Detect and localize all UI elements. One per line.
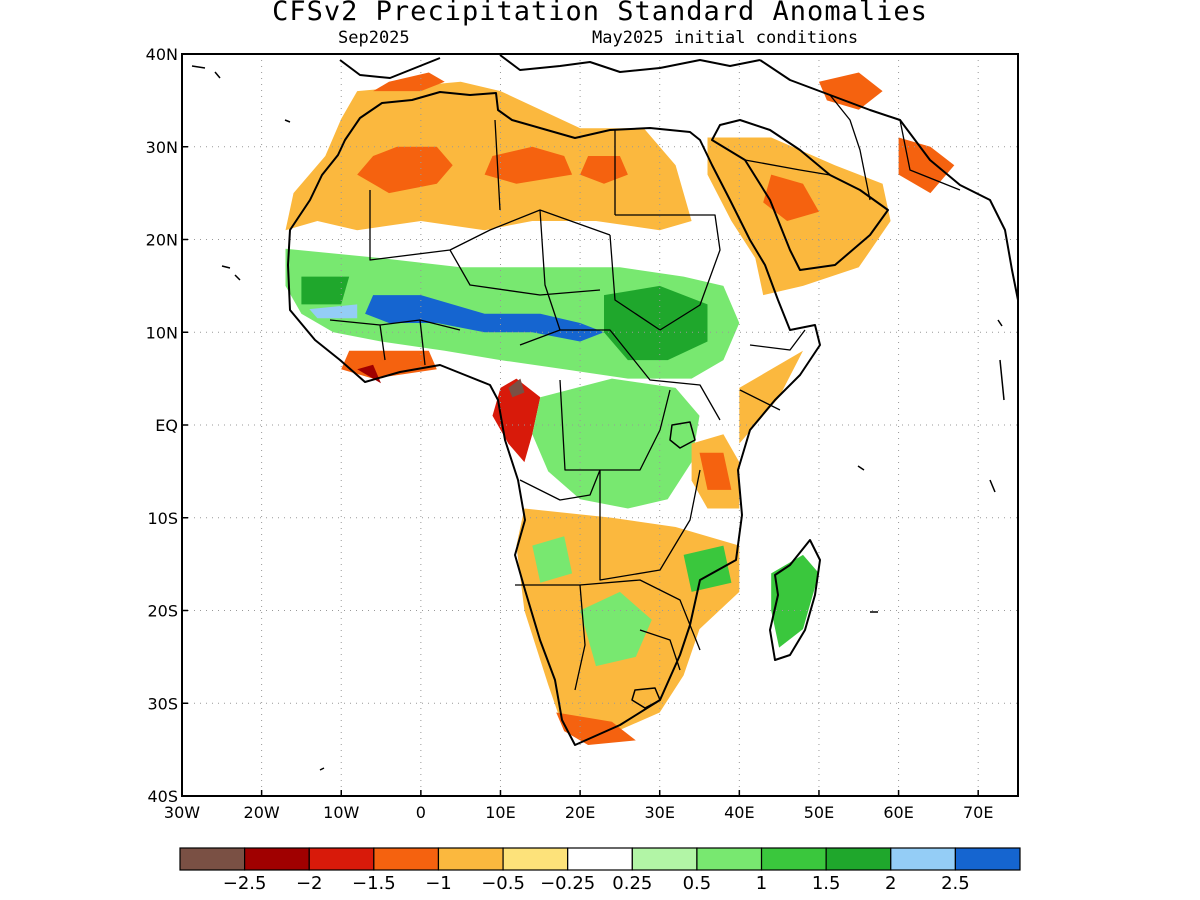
colorbar-swatch <box>890 847 956 871</box>
lesotho-outline <box>631 687 661 709</box>
colorbar-swatch <box>437 847 504 871</box>
x-tick-label: 70E <box>963 803 993 822</box>
forecast-month-label: Sep2025 <box>338 28 410 48</box>
colorbar-swatch <box>502 847 569 871</box>
anomaly-region <box>484 146 573 184</box>
colorbar-label: −2 <box>296 873 323 894</box>
anomaly-region <box>699 452 732 490</box>
y-tick-label: 10S <box>147 509 178 528</box>
anomaly-region <box>532 536 573 583</box>
map-title: CFSv2 Precipitation Standard Anomalies <box>272 0 928 27</box>
arabia-coastline <box>711 119 889 271</box>
colorbar-label: −0.5 <box>481 873 525 894</box>
anomaly-region <box>604 285 708 361</box>
africa-coastline <box>287 91 821 746</box>
x-tick-label: 0 <box>416 803 426 822</box>
coastlines-and-borders <box>191 54 1018 771</box>
anomaly-region <box>898 137 955 194</box>
madagascar-coastline <box>769 539 821 661</box>
colorbar: −2.5 −2 −1.5 −1 −0.5 −0.25 0.25 0.5 1 1.5 2 2.5 <box>179 847 1021 894</box>
y-tick-label: 40N <box>146 45 178 64</box>
colorbar-label: 1.5 <box>812 873 841 894</box>
colorbar-label: 0.25 <box>612 873 652 894</box>
colorbar-swatch <box>631 847 698 871</box>
anomaly-region <box>580 591 652 667</box>
x-tick-label: 40E <box>724 803 754 822</box>
anomaly-region <box>763 174 819 221</box>
colorbar-label: −1.5 <box>352 873 396 894</box>
colorbar-swatch <box>308 847 375 871</box>
colorbar-swatch <box>567 847 633 871</box>
iran-india-coastline <box>759 59 1018 301</box>
lake-victoria <box>669 421 696 449</box>
colorbar-label: 2 <box>885 873 896 894</box>
y-tick-label: 30N <box>146 138 178 157</box>
anomaly-region <box>285 81 692 231</box>
colorbar-swatch <box>696 847 763 871</box>
anomaly-region <box>508 378 525 398</box>
colorbar-swatch <box>179 847 246 871</box>
initial-conditions-label: May2025 initial conditions <box>592 28 859 48</box>
anomaly-region <box>683 545 732 592</box>
y-tick-label: 20N <box>146 231 178 250</box>
anomaly-region <box>556 712 636 745</box>
x-tick-label: 30W <box>164 803 200 822</box>
colorbar-label: 0.5 <box>683 873 712 894</box>
anomaly-region <box>739 350 803 444</box>
x-tick-label: 10E <box>485 803 515 822</box>
x-tick-label: 60E <box>883 803 913 822</box>
graticule <box>182 54 1018 796</box>
y-tick-label: 30S <box>147 694 178 713</box>
colorbar-swatch <box>760 847 827 871</box>
anomaly-region <box>357 146 453 194</box>
colorbar-swatch <box>244 847 310 871</box>
anomaly-region <box>532 378 700 509</box>
x-tick-label: 20W <box>244 803 280 822</box>
colorbar-label: 1 <box>756 873 767 894</box>
anomaly-region <box>580 156 628 184</box>
colorbar-label: −1 <box>425 873 452 894</box>
colorbar-swatch <box>825 847 892 871</box>
y-tick-label: 40S <box>147 787 178 806</box>
colorbar-label: 2.5 <box>941 873 970 894</box>
europe-coastline <box>339 54 761 79</box>
colorbar-swatch <box>373 847 440 871</box>
y-tick-label: EQ <box>155 416 178 435</box>
anomaly-fill-layer <box>285 72 955 745</box>
x-tick-label: 50E <box>804 803 834 822</box>
axis-ticks: 30W 20W 10W 0 10E 20E 30E 40E 50E 60E 70E 40N 30N 20N… <box>146 45 994 822</box>
colorbar-label: −2.5 <box>223 873 267 894</box>
x-tick-label: 10W <box>323 803 359 822</box>
anomaly-region <box>373 72 445 92</box>
x-tick-label: 30E <box>644 803 674 822</box>
colorbar-label: −0.25 <box>540 873 595 894</box>
anomaly-region <box>301 276 350 305</box>
x-tick-label: 20E <box>565 803 595 822</box>
anomaly-region <box>819 72 883 110</box>
anomaly-region <box>771 554 819 648</box>
colorbar-swatch <box>954 847 1021 871</box>
country-borders <box>329 94 961 691</box>
anomaly-region <box>492 378 541 463</box>
y-tick-label: 20S <box>147 602 178 621</box>
atlantic-islands <box>191 65 1005 771</box>
anomaly-region <box>365 295 604 342</box>
anomaly-region <box>309 304 358 319</box>
y-tick-label: 10N <box>146 323 178 342</box>
